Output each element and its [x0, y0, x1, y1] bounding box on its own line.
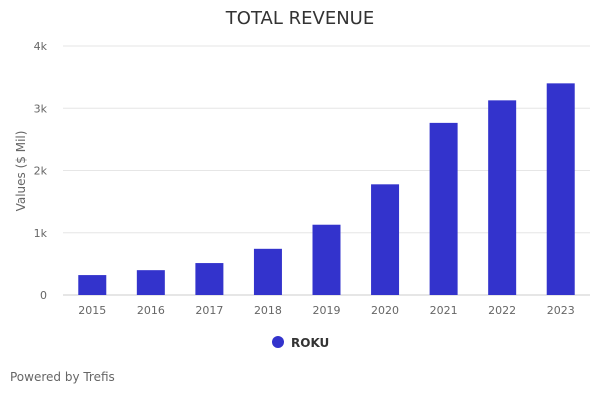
- y-axis-label: Values ($ Mil): [14, 131, 28, 212]
- revenue-chart: TOTAL REVENUE Values ($ Mil) 0 1k 2k 3k 4k 2…: [14, 8, 590, 350]
- bar-2021[interactable]: [429, 122, 458, 295]
- y-axis-ticks: 0 1k 2k 3k 4k: [34, 40, 48, 302]
- x-tick-label: 2021: [430, 304, 458, 317]
- y-tick-label: 4k: [34, 40, 48, 53]
- x-tick-label: 2020: [371, 304, 399, 317]
- x-tick-label: 2016: [137, 304, 165, 317]
- bar-2016[interactable]: [136, 270, 165, 295]
- legend-label-roku[interactable]: ROKU: [291, 336, 329, 350]
- bars: [78, 83, 575, 295]
- x-tick-label: 2015: [78, 304, 106, 317]
- x-tick-label: 2018: [254, 304, 282, 317]
- x-tick-label: 2023: [547, 304, 575, 317]
- y-tick-label: 1k: [34, 227, 48, 240]
- bar-2018[interactable]: [253, 248, 282, 295]
- legend[interactable]: ROKU: [272, 336, 329, 350]
- y-tick-label: 2k: [34, 165, 48, 178]
- bar-2022[interactable]: [488, 100, 517, 295]
- bar-2015[interactable]: [78, 275, 107, 295]
- bar-2023[interactable]: [546, 83, 575, 295]
- chart-title: TOTAL REVENUE: [225, 8, 374, 29]
- x-tick-label: 2022: [488, 304, 516, 317]
- bar-2020[interactable]: [371, 184, 400, 295]
- y-tick-label: 3k: [34, 102, 48, 115]
- bar-2019[interactable]: [312, 224, 341, 295]
- y-tick-label: 0: [40, 289, 47, 302]
- x-tick-label: 2017: [195, 304, 223, 317]
- powered-by-credits[interactable]: Powered by Trefis: [10, 370, 115, 384]
- bar-2017[interactable]: [195, 263, 224, 295]
- legend-marker-roku[interactable]: [272, 336, 284, 348]
- x-tick-label: 2019: [313, 304, 341, 317]
- x-axis-ticks: 2015 2016 2017 2018 2019 2020 2021 2022 2023: [78, 304, 574, 317]
